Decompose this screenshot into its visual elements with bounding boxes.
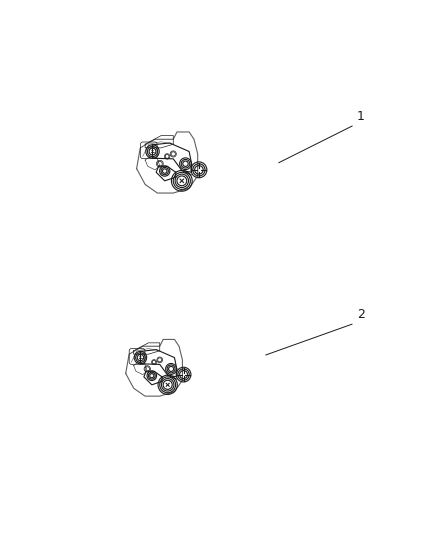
Text: 1: 1 (356, 110, 364, 123)
Text: 2: 2 (356, 308, 364, 321)
